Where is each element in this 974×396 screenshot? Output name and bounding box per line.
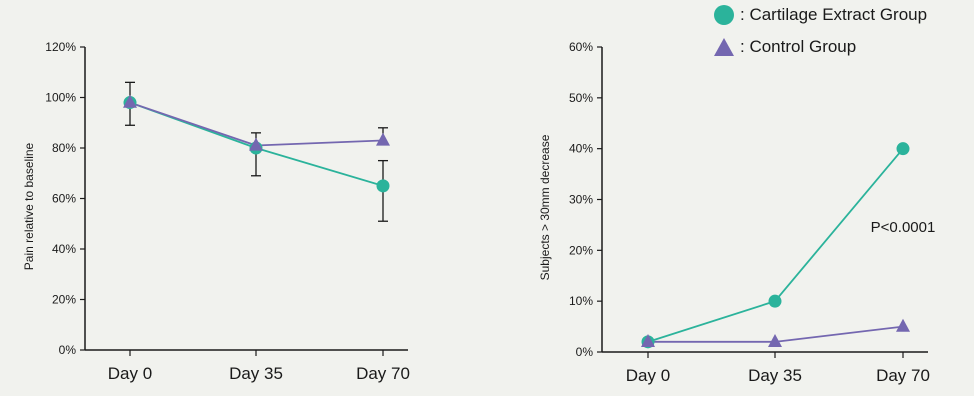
- data-point-extract: [768, 294, 782, 308]
- data-point-control: [376, 132, 390, 146]
- y-tick-label: 0%: [576, 345, 594, 359]
- p-value-annotation: P<0.0001: [871, 219, 936, 236]
- y-axis-label: Pain relative to baseline: [22, 142, 36, 270]
- y-tick-label: 40%: [569, 142, 593, 156]
- legend-item-extract: : Cartilage Extract Group: [714, 5, 927, 25]
- y-tick-label: 10%: [569, 294, 593, 308]
- y-tick-label: 120%: [45, 40, 76, 54]
- y-tick-label: 60%: [52, 192, 76, 206]
- y-tick-label: 40%: [52, 242, 76, 256]
- y-tick-label: 0%: [59, 343, 77, 357]
- legend-label-extract: : Cartilage Extract Group: [740, 5, 928, 24]
- y-axis-label: Subjects > 30mm decrease: [538, 134, 552, 280]
- y-tick-label: 50%: [569, 91, 593, 105]
- y-tick-label: 20%: [52, 293, 76, 307]
- chart-1: 0% 20% 40% 60% 80% 100% 120% Day 0 Day 35 Day 70 P…: [22, 40, 410, 383]
- data-point-control: [249, 137, 263, 151]
- x-tick-label: Day 0: [626, 366, 670, 385]
- y-tick-label: 100%: [45, 91, 76, 105]
- y-tick-label: 80%: [52, 141, 76, 155]
- y-tick-label: 30%: [569, 193, 593, 207]
- y-tick-label: 60%: [569, 40, 593, 54]
- data-point-extract: [896, 142, 910, 156]
- series-line-extract: [647, 148, 904, 343]
- x-tick-label: Day 35: [229, 364, 283, 383]
- data-point-control: [768, 334, 782, 348]
- data-point-extract: [376, 179, 390, 193]
- x-tick-label: Day 70: [876, 366, 930, 385]
- x-tick-label: Day 35: [748, 366, 802, 385]
- y-tick-label: 20%: [569, 243, 593, 257]
- circle-marker-icon: [714, 5, 734, 25]
- triangle-marker-icon: [714, 38, 734, 56]
- x-tick-label: Day 70: [356, 364, 410, 383]
- data-point-control: [896, 318, 910, 332]
- legend-label-control: : Control Group: [740, 37, 857, 56]
- legend-item-control: : Control Group: [714, 37, 856, 57]
- data-point-control: [123, 94, 137, 108]
- chart-2: 0% 10% 20% 30% 40% 50% 60% Day 0 Day 35 Day 70 Sub…: [538, 40, 935, 385]
- x-tick-label: Day 0: [108, 364, 152, 383]
- data-point-control: [641, 334, 655, 348]
